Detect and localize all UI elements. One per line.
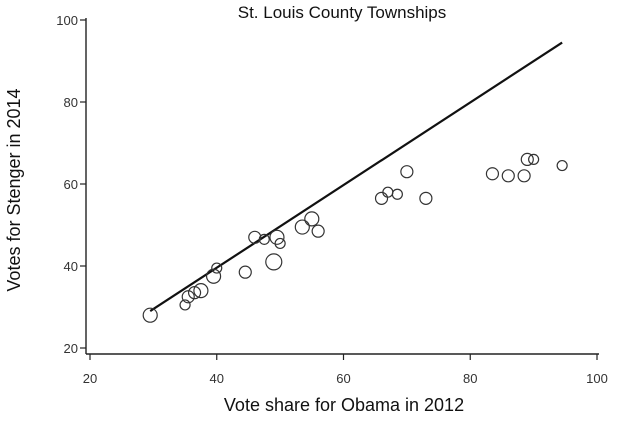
data-point [179,299,191,311]
data-point [258,233,270,245]
y-axis-label: Votes for Stenger in 2014 [4,88,24,291]
data-point [265,253,283,271]
data-point [374,191,389,205]
trend-line-group [149,41,563,313]
data-point [556,159,568,172]
y-tick-label: 40 [64,259,78,274]
data-point [311,224,325,238]
y-tick-label: 80 [64,95,78,110]
x-tick-label: 40 [210,371,224,386]
data-point [400,165,414,179]
trend-line [149,41,563,313]
data-point [142,307,158,323]
x-tick-label: 20 [83,371,97,386]
y-tick-label: 60 [64,177,78,192]
y-tick-label: 20 [64,341,78,356]
data-point [181,290,195,304]
data-point [238,265,252,279]
data-point [391,188,403,200]
data-point [294,219,310,235]
data-point [517,169,531,183]
data-points [142,152,568,323]
data-point [501,169,515,183]
data-point [485,167,500,181]
chart-title: St. Louis County Townships [238,3,447,22]
data-point [304,211,320,227]
data-point [528,153,540,165]
data-point [205,268,222,284]
data-point [274,237,286,250]
data-point [193,283,209,299]
x-tick-label: 100 [586,371,608,386]
axes: 20 40 60 80 100 20 40 60 80 100 [56,13,608,386]
x-axis-label: Vote share for Obama in 2012 [224,395,464,415]
data-point [419,191,433,205]
data-point [520,152,534,166]
data-point [211,262,223,274]
data-point [248,230,262,244]
x-tick-label: 80 [463,371,477,386]
data-point [269,229,285,245]
data-point [382,186,394,198]
x-tick-label: 60 [336,371,350,386]
y-tick-label: 100 [56,13,78,28]
